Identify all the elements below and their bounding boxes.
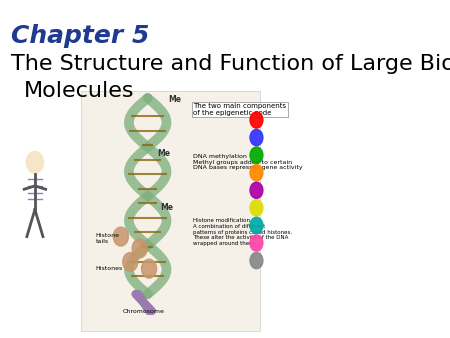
Circle shape — [26, 151, 44, 173]
Circle shape — [132, 239, 147, 258]
Circle shape — [250, 217, 263, 234]
Circle shape — [250, 165, 263, 181]
Circle shape — [142, 259, 157, 278]
Text: Chapter 5: Chapter 5 — [11, 24, 149, 48]
Circle shape — [250, 235, 263, 251]
Text: The two main components
of the epigenetic code: The two main components of the epigeneti… — [194, 103, 287, 116]
Circle shape — [113, 227, 128, 246]
Text: Histone modification
A combination of different
patterns of proteins called hist: Histone modification A combination of di… — [194, 218, 292, 246]
Text: Histone
tails: Histone tails — [95, 233, 119, 244]
Circle shape — [250, 147, 263, 163]
FancyBboxPatch shape — [81, 91, 261, 331]
Text: Chromosome: Chromosome — [123, 309, 165, 314]
Circle shape — [250, 182, 263, 198]
Text: Me: Me — [160, 203, 173, 212]
Circle shape — [123, 252, 138, 271]
Text: Molecules: Molecules — [24, 81, 135, 101]
Circle shape — [250, 252, 263, 269]
Text: Me: Me — [157, 149, 170, 158]
Text: The Structure and Function of Large Biological: The Structure and Function of Large Biol… — [11, 54, 450, 74]
Text: Histones: Histones — [95, 266, 122, 271]
Circle shape — [250, 129, 263, 146]
Circle shape — [250, 112, 263, 128]
Circle shape — [250, 200, 263, 216]
Text: Me: Me — [168, 95, 181, 104]
Text: DNA methylation
Methyl groups added to certain
DNA bases represses gene activity: DNA methylation Methyl groups added to c… — [194, 154, 303, 170]
